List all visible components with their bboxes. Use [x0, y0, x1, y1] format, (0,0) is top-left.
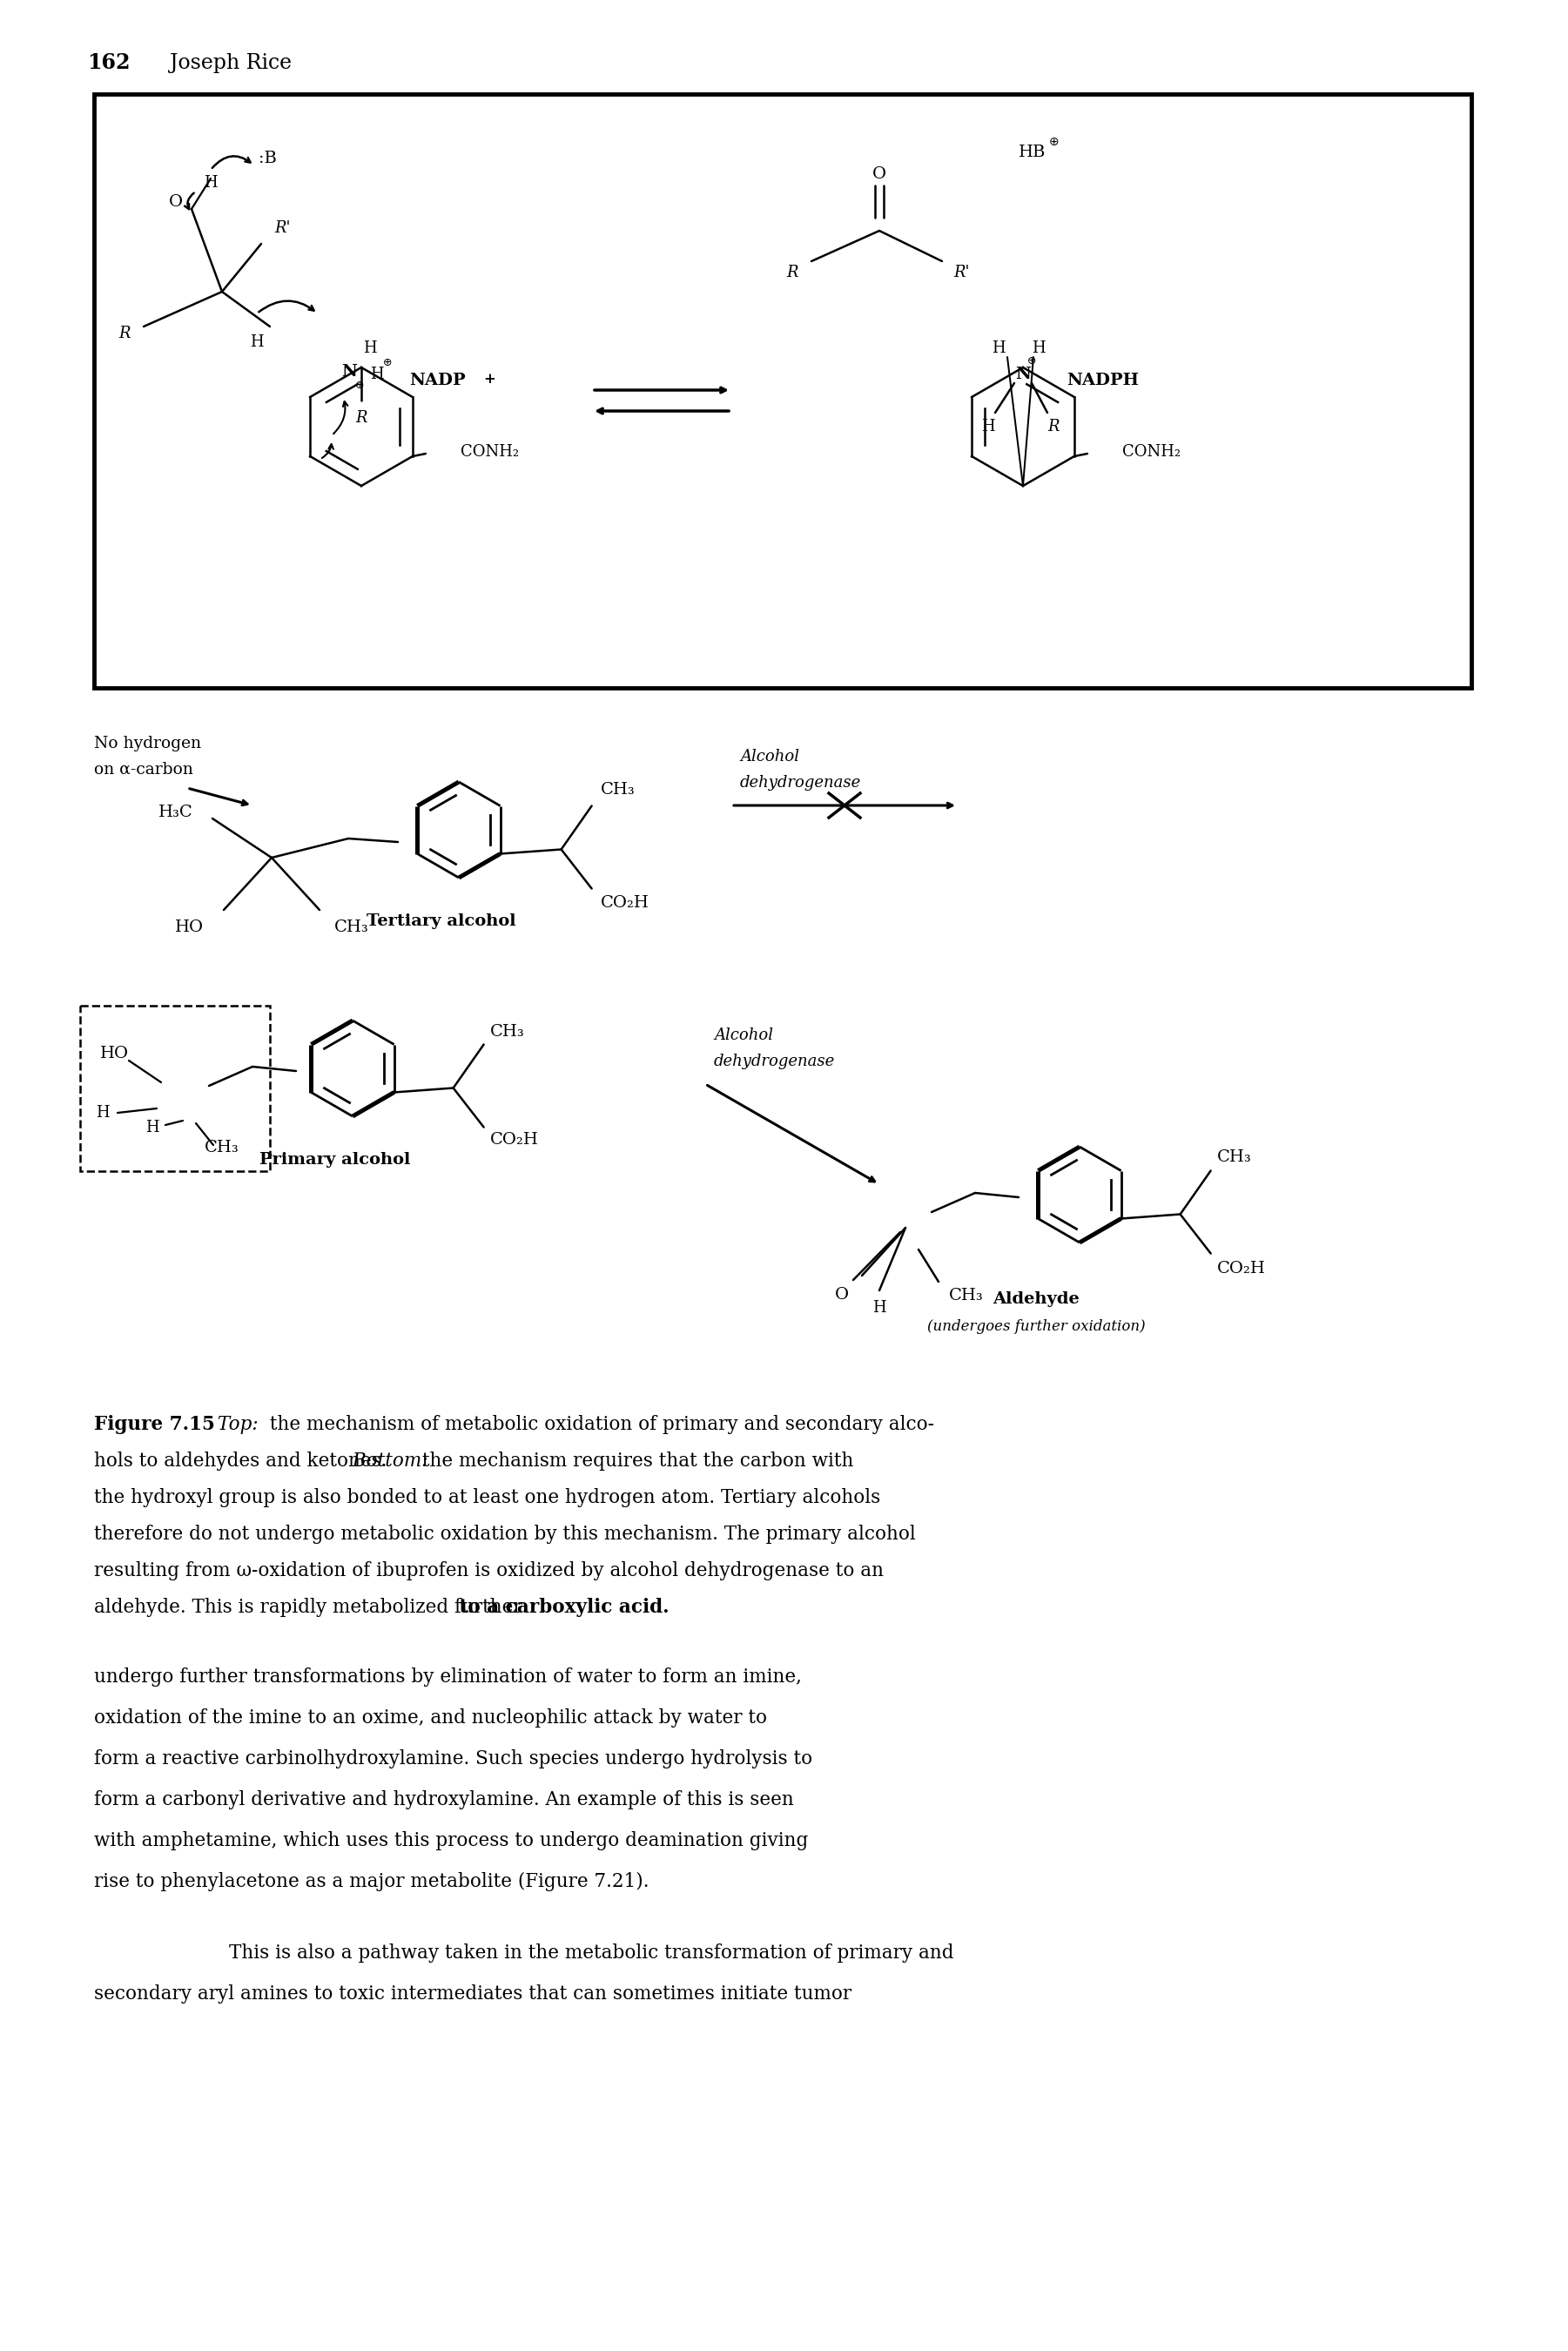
Text: H: H [364, 341, 376, 355]
Text: CONH₂: CONH₂ [461, 444, 519, 461]
Text: rise to phenylacetone as a major metabolite (Figure 7.21).: rise to phenylacetone as a major metabol… [94, 1871, 649, 1890]
Text: the mechanism of metabolic oxidation of primary and secondary alco-: the mechanism of metabolic oxidation of … [263, 1415, 935, 1434]
Text: undergo further transformations by elimination of water to form an imine,: undergo further transformations by elimi… [94, 1667, 801, 1686]
Text: R: R [1047, 418, 1060, 435]
Text: This is also a pathway taken in the metabolic transformation of primary and: This is also a pathway taken in the meta… [229, 1944, 953, 1963]
Text: the mechanism requires that the carbon with: the mechanism requires that the carbon w… [416, 1451, 853, 1472]
Text: O: O [872, 167, 886, 181]
Text: CO₂H: CO₂H [601, 896, 649, 912]
Text: HO: HO [176, 919, 204, 936]
Text: therefore do not undergo metabolic oxidation by this mechanism. The primary alco: therefore do not undergo metabolic oxida… [94, 1526, 916, 1545]
Text: R: R [787, 266, 798, 280]
Text: ⊕: ⊕ [1049, 136, 1060, 148]
Text: Aldehyde: Aldehyde [993, 1291, 1079, 1307]
Text: H₃C: H₃C [158, 804, 193, 820]
Text: +: + [483, 371, 495, 386]
Text: R: R [356, 409, 367, 426]
Text: O: O [169, 195, 183, 209]
Text: H: H [96, 1105, 110, 1121]
Text: H: H [982, 418, 996, 435]
Text: ⊕: ⊕ [383, 357, 392, 369]
Text: dehydrogenase: dehydrogenase [740, 776, 861, 790]
Text: CH₃: CH₃ [489, 1023, 524, 1039]
Text: CH₃: CH₃ [334, 919, 368, 936]
Text: to a carboxylic acid.: to a carboxylic acid. [453, 1599, 670, 1617]
Text: No hydrogen: No hydrogen [94, 736, 201, 752]
Text: H: H [146, 1119, 160, 1136]
Text: hols to aldehydes and ketones.: hols to aldehydes and ketones. [94, 1451, 387, 1472]
Text: CO₂H: CO₂H [1217, 1260, 1265, 1277]
Bar [94, 94, 1471, 689]
Text: H: H [204, 174, 218, 190]
Text: :B: :B [259, 150, 276, 167]
Text: Primary alcohol: Primary alcohol [260, 1152, 411, 1168]
Text: Tertiary alcohol: Tertiary alcohol [367, 915, 516, 929]
Text: R': R' [953, 266, 971, 280]
Text: NADPH: NADPH [1066, 374, 1138, 388]
Text: secondary aryl amines to toxic intermediates that can sometimes initiate tumor: secondary aryl amines to toxic intermedi… [94, 1984, 851, 2003]
Bar [80, 1006, 270, 1171]
Text: Figure 7.15: Figure 7.15 [94, 1415, 215, 1434]
Text: ⊕: ⊕ [1027, 355, 1036, 367]
Text: O: O [834, 1286, 848, 1302]
Text: HO: HO [100, 1046, 129, 1060]
Text: H: H [1032, 341, 1046, 355]
Text: Top:: Top: [212, 1415, 259, 1434]
Text: H: H [249, 334, 263, 350]
Text: oxidation of the imine to an oxime, and nucleophilic attack by water to: oxidation of the imine to an oxime, and … [94, 1709, 767, 1728]
Text: R: R [119, 327, 130, 341]
Text: aldehyde. This is rapidly metabolized further: aldehyde. This is rapidly metabolized fu… [94, 1599, 522, 1617]
Text: Joseph Rice: Joseph Rice [169, 52, 292, 73]
Text: CO₂H: CO₂H [489, 1133, 538, 1147]
Text: form a reactive carbinolhydroxylamine. Such species undergo hydrolysis to: form a reactive carbinolhydroxylamine. S… [94, 1749, 812, 1768]
Text: resulting from ω-oxidation of ibuprofen is oxidized by alcohol dehydrogenase to : resulting from ω-oxidation of ibuprofen … [94, 1561, 884, 1580]
Text: CH₃: CH₃ [1217, 1150, 1251, 1166]
Text: H: H [872, 1300, 886, 1317]
Text: H: H [993, 341, 1005, 355]
Text: NADP: NADP [409, 374, 466, 388]
Text: H: H [370, 367, 384, 383]
Text: CONH₂: CONH₂ [1123, 444, 1181, 461]
Text: Bottom:: Bottom: [347, 1451, 428, 1472]
Text: Alcohol: Alcohol [740, 750, 800, 764]
Text: form a carbonyl derivative and hydroxylamine. An example of this is seen: form a carbonyl derivative and hydroxyla… [94, 1789, 793, 1810]
Text: R': R' [274, 221, 292, 235]
Text: Alcohol: Alcohol [713, 1027, 773, 1044]
Text: (undergoes further oxidation): (undergoes further oxidation) [927, 1319, 1145, 1335]
Text: ⊕: ⊕ [354, 379, 364, 390]
Text: the hydroxyl group is also bonded to at least one hydrogen atom. Tertiary alcoho: the hydroxyl group is also bonded to at … [94, 1488, 880, 1507]
Text: N: N [342, 364, 358, 379]
Text: CH₃: CH₃ [204, 1140, 240, 1154]
Text: on α-carbon: on α-carbon [94, 762, 193, 778]
Text: CH₃: CH₃ [949, 1288, 983, 1302]
Text: HB: HB [1019, 143, 1046, 160]
Text: 162: 162 [88, 52, 130, 73]
Text: with amphetamine, which uses this process to undergo deamination giving: with amphetamine, which uses this proces… [94, 1831, 808, 1850]
Text: dehydrogenase: dehydrogenase [713, 1053, 836, 1070]
Text: CH₃: CH₃ [601, 783, 635, 797]
Text: N: N [1014, 367, 1030, 383]
